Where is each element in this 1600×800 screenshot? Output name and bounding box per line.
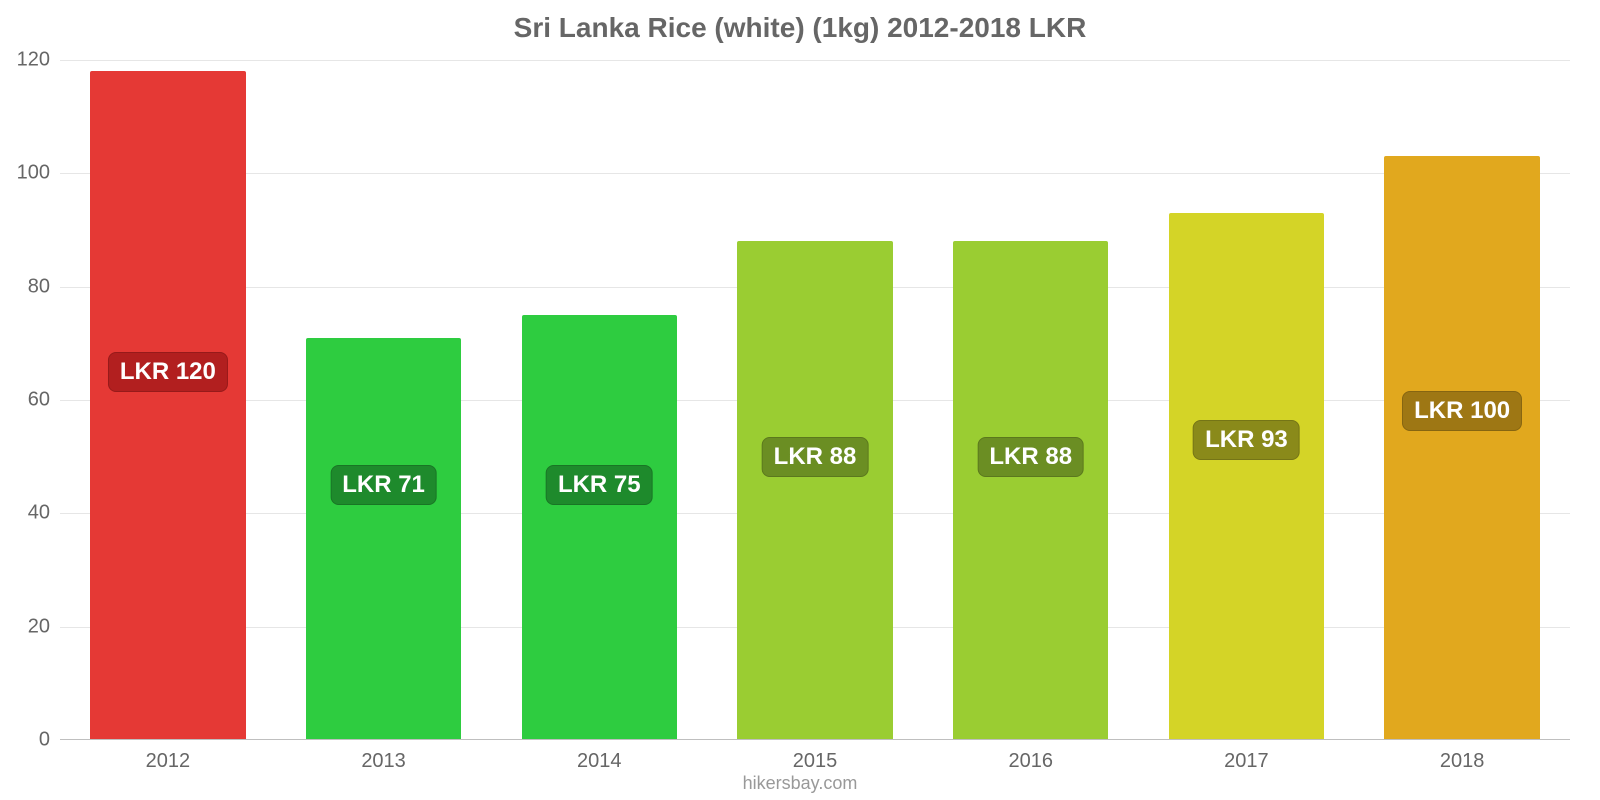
bar bbox=[1169, 213, 1324, 740]
x-tick-label: 2018 bbox=[1440, 750, 1485, 773]
credit-text: hikersbay.com bbox=[0, 773, 1600, 794]
bar-value-badge: LKR 120 bbox=[108, 352, 228, 392]
bar-value-badge: LKR 93 bbox=[1193, 420, 1300, 460]
bar bbox=[306, 338, 461, 740]
x-tick-label: 2013 bbox=[361, 750, 406, 773]
chart-title: Sri Lanka Rice (white) (1kg) 2012-2018 L… bbox=[0, 0, 1600, 44]
bar-value-badge: LKR 88 bbox=[977, 437, 1084, 477]
bar-value-badge: LKR 100 bbox=[1402, 391, 1522, 431]
bar-value-badge: LKR 88 bbox=[762, 437, 869, 477]
plot-area: 020406080100120 LKR 120LKR 71LKR 75LKR 8… bbox=[60, 60, 1570, 740]
bar bbox=[737, 241, 892, 740]
x-axis-baseline bbox=[60, 739, 1570, 740]
x-tick-label: 2012 bbox=[146, 750, 191, 773]
y-tick-label: 80 bbox=[0, 275, 50, 298]
y-tick-label: 60 bbox=[0, 389, 50, 412]
bar bbox=[522, 315, 677, 740]
bar bbox=[953, 241, 1108, 740]
x-tick-label: 2016 bbox=[1008, 750, 1053, 773]
x-tick-label: 2014 bbox=[577, 750, 622, 773]
x-tick-label: 2015 bbox=[793, 750, 838, 773]
bars-layer: LKR 120 LKR 71 LKR 75 LKR 88 LKR 88 LKR 93 LKR… bbox=[60, 60, 1570, 740]
y-tick-label: 100 bbox=[0, 162, 50, 185]
x-tick-label: 2017 bbox=[1224, 750, 1269, 773]
y-tick-label: 40 bbox=[0, 502, 50, 525]
bar bbox=[1384, 156, 1539, 740]
y-tick-label: 0 bbox=[0, 729, 50, 752]
bar bbox=[90, 71, 245, 740]
y-tick-label: 120 bbox=[0, 49, 50, 72]
y-tick-label: 20 bbox=[0, 615, 50, 638]
bar-value-badge: LKR 75 bbox=[546, 465, 653, 505]
bar-value-badge: LKR 71 bbox=[330, 465, 437, 505]
